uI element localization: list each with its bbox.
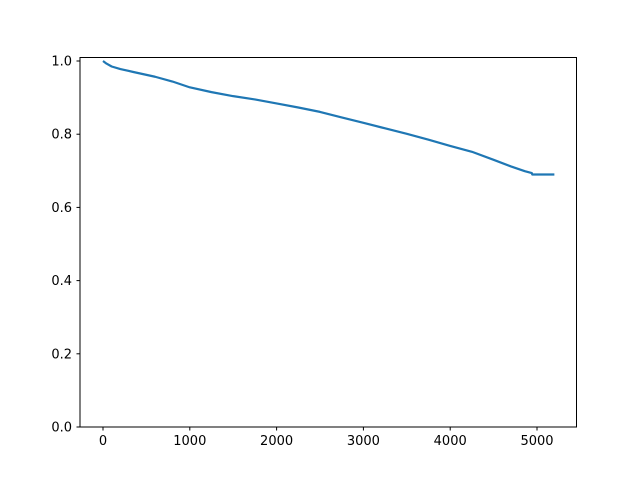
axes-spines (79, 57, 577, 428)
y-tick-label: 0.4 (51, 274, 72, 289)
survival-curve-line (102, 60, 555, 176)
y-tick-label: 0.2 (51, 347, 72, 362)
y-tick-label: 0.8 (51, 128, 72, 143)
x-tick-label: 5000 (520, 434, 553, 449)
series-layer (102, 60, 555, 176)
axes-layer (79, 57, 577, 428)
x-tick-label: 0 (99, 434, 107, 449)
x-tick-label: 1000 (173, 434, 206, 449)
x-tick-label: 4000 (434, 434, 467, 449)
y-tick-label: 1.0 (51, 55, 72, 70)
ticks-layer: 0 1000 2000 3000 4000 5000 0.0 0.2 0.4 0.6 0.8 1.0 (51, 55, 553, 449)
y-tick-label: 0.6 (51, 201, 72, 216)
x-tick-label: 3000 (347, 434, 380, 449)
x-tick-label: 2000 (260, 434, 293, 449)
y-tick-label: 0.0 (51, 421, 72, 436)
